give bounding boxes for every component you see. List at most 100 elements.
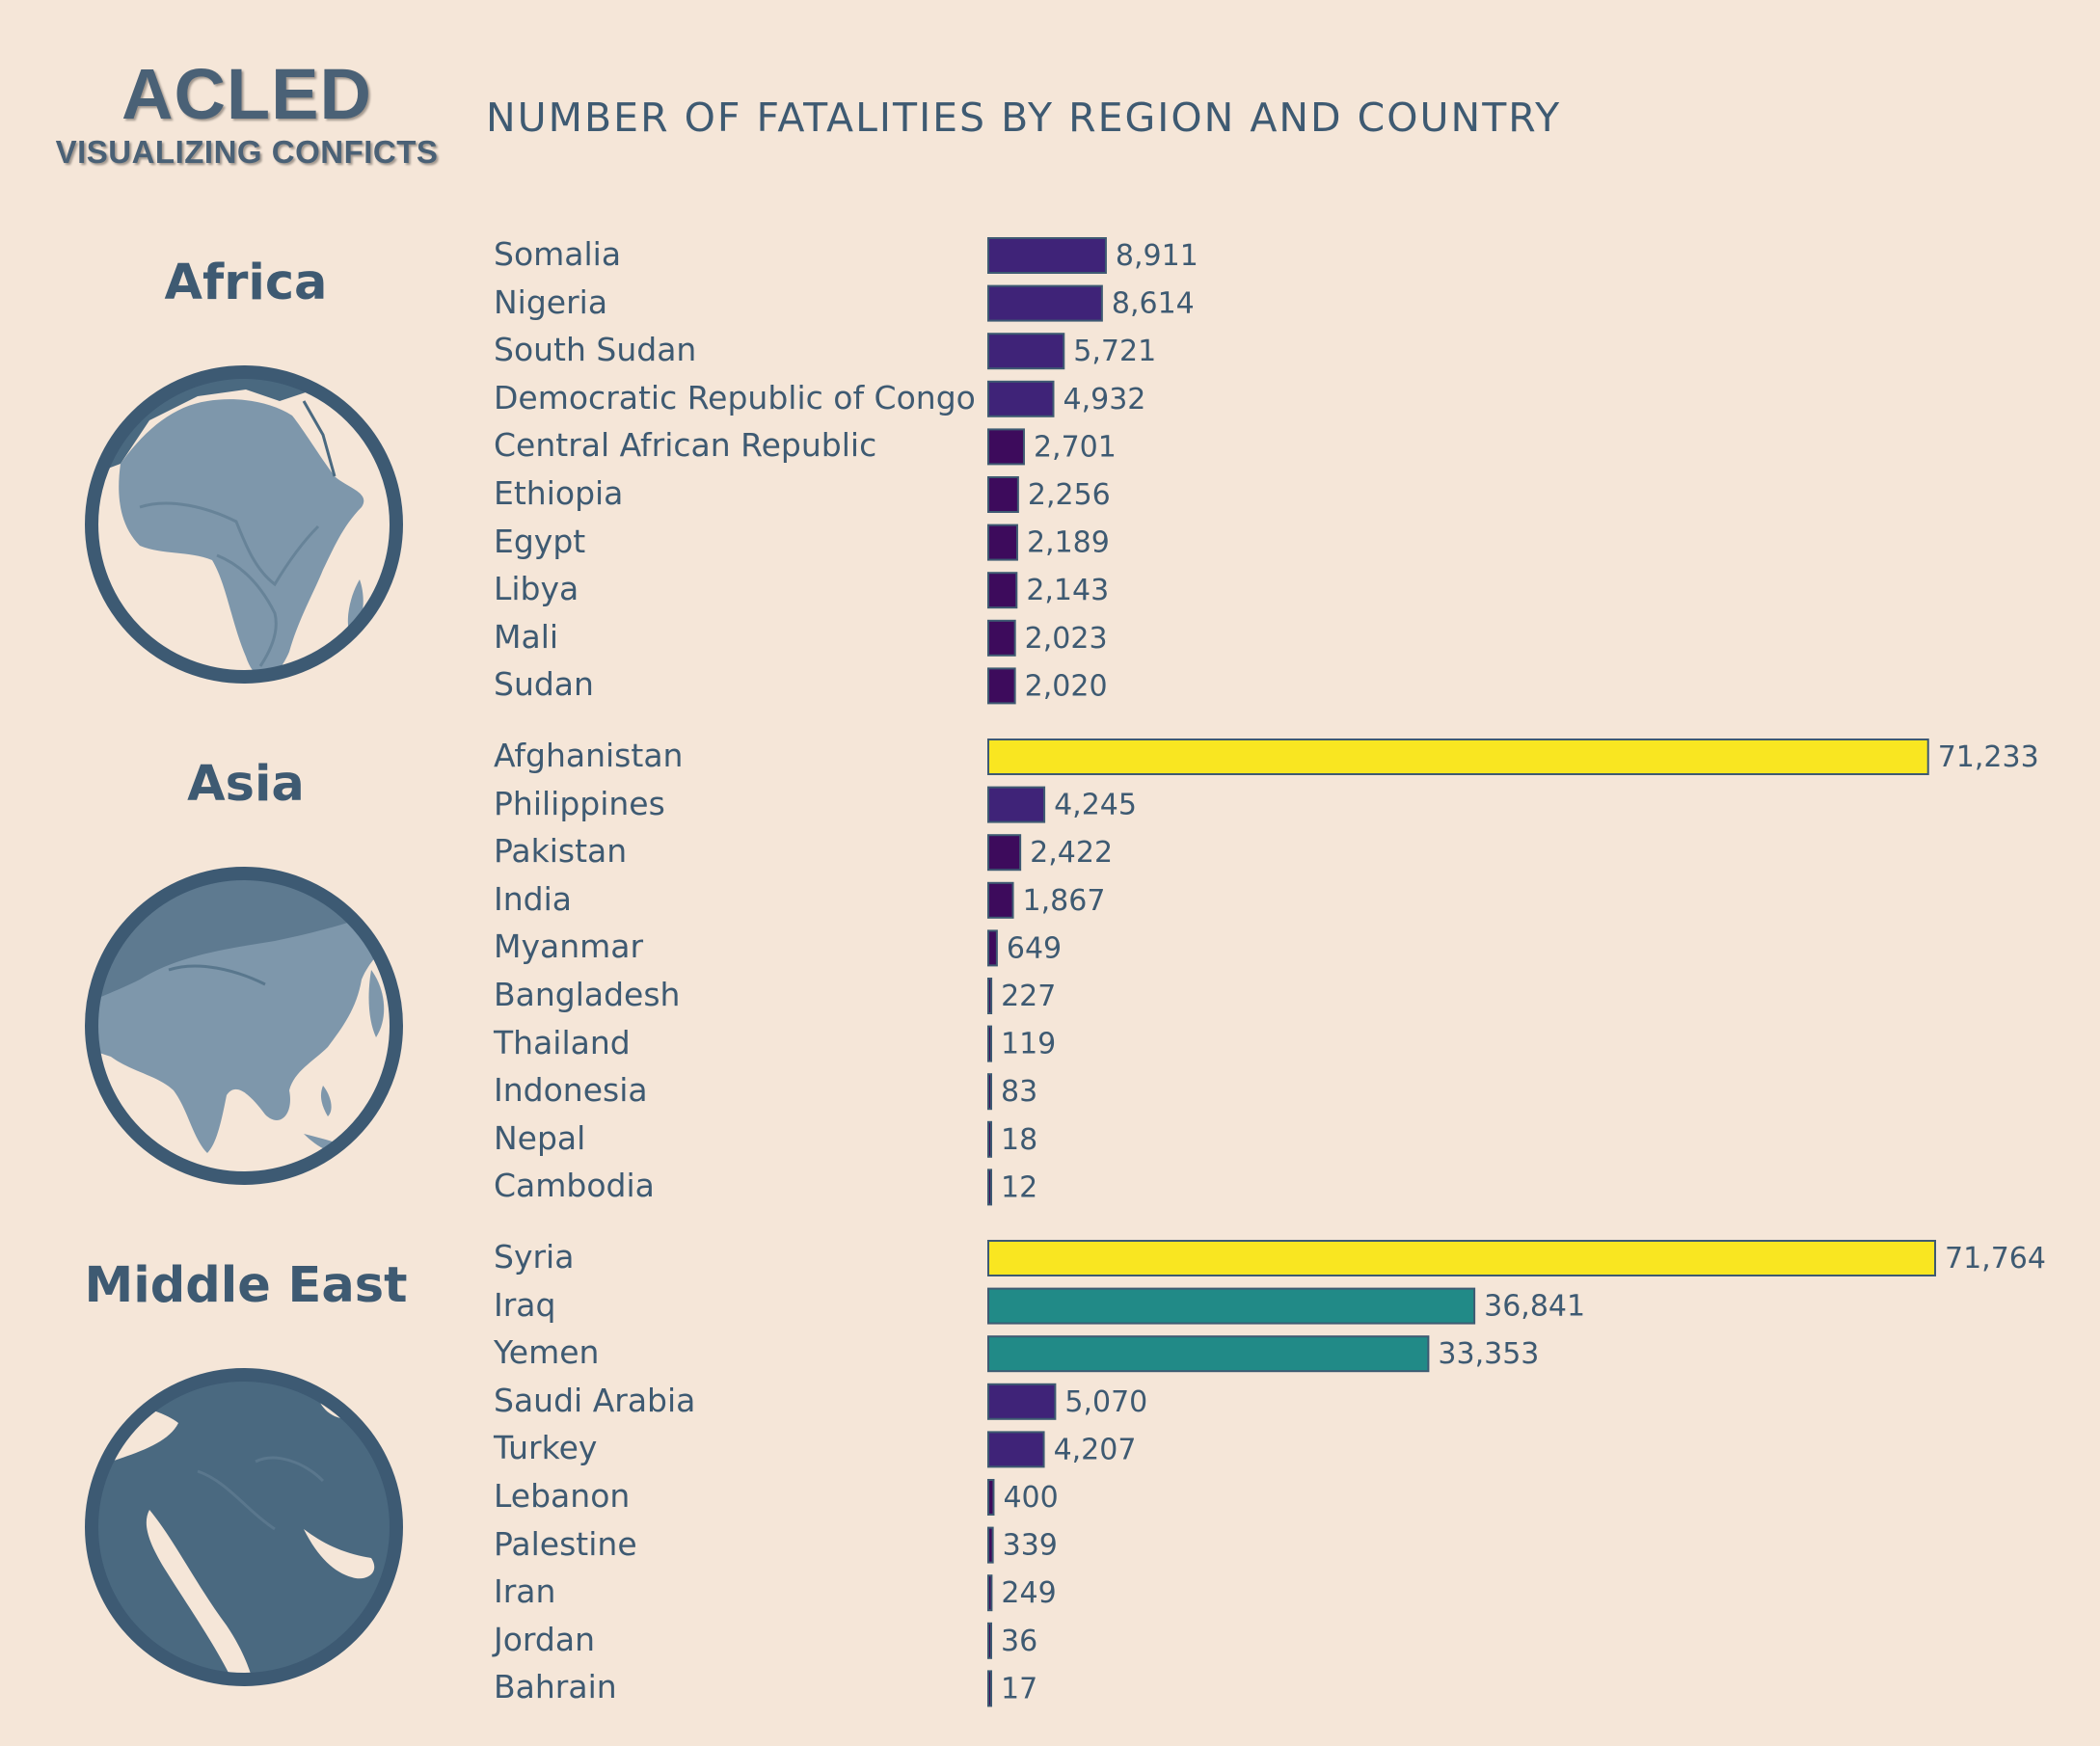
country-label-turkey: Turkey	[494, 1429, 598, 1467]
page-title: NUMBER OF FATALITIES BY REGION AND COUNT…	[486, 94, 1562, 141]
region-title-middle-east: Middle East	[84, 1257, 408, 1314]
bar-iran	[987, 1574, 993, 1612]
middle-east-globe-icon	[85, 1368, 403, 1686]
bar-democratic-republic-of-congo	[987, 380, 1055, 417]
bar-lebanon	[987, 1479, 995, 1516]
country-label-myanmar: Myanmar	[494, 927, 644, 966]
bar-afghanistan	[987, 739, 1929, 775]
value-label-iraq: 36,841	[1484, 1290, 1585, 1324]
asia-globe-icon	[85, 867, 403, 1185]
value-label-jordan: 36	[1001, 1625, 1037, 1658]
country-label-nepal: Nepal	[494, 1118, 586, 1157]
country-label-ethiopia: Ethiopia	[494, 474, 624, 512]
country-label-bangladesh: Bangladesh	[494, 976, 681, 1013]
country-label-syria: Syria	[494, 1238, 575, 1276]
bar-libya	[987, 572, 1018, 609]
country-label-lebanon: Lebanon	[494, 1477, 631, 1515]
value-label-nepal: 18	[1001, 1123, 1037, 1157]
country-label-bahrain: Bahrain	[494, 1668, 617, 1706]
value-label-central-african-republic: 2,701	[1034, 430, 1117, 464]
bar-jordan	[987, 1622, 992, 1659]
bar-cambodia	[987, 1168, 992, 1206]
bar-iraq	[987, 1287, 1476, 1325]
bar-thailand	[987, 1025, 992, 1062]
bar-syria	[987, 1240, 1936, 1276]
bar-somalia	[987, 237, 1107, 274]
country-label-jordan: Jordan	[494, 1620, 595, 1658]
country-label-democratic-republic-of-congo: Democratic Republic of Congo	[494, 378, 976, 416]
bar-central-african-republic	[987, 428, 1025, 466]
country-label-palestine: Palestine	[494, 1524, 637, 1563]
bar-indonesia	[987, 1073, 992, 1111]
value-label-philippines: 4,245	[1054, 789, 1137, 822]
bar-bangladesh	[987, 978, 993, 1014]
region-title-asia: Asia	[187, 756, 305, 813]
region-title-africa: Africa	[164, 255, 328, 311]
value-label-lebanon: 400	[1003, 1481, 1058, 1515]
logo-main-text: ACLED	[121, 54, 372, 134]
value-label-palestine: 339	[1003, 1529, 1058, 1563]
country-label-iran: Iran	[494, 1572, 556, 1611]
country-label-india: India	[494, 879, 572, 918]
bar-philippines	[987, 786, 1046, 823]
value-label-myanmar: 649	[1007, 931, 1062, 965]
country-label-iraq: Iraq	[494, 1285, 556, 1324]
country-label-indonesia: Indonesia	[494, 1071, 648, 1110]
bar-nepal	[987, 1120, 992, 1158]
country-label-libya: Libya	[494, 570, 579, 608]
country-label-thailand: Thailand	[494, 1023, 631, 1061]
value-label-yemen: 33,353	[1438, 1337, 1539, 1371]
value-label-thailand: 119	[1001, 1028, 1056, 1061]
bar-saudi-arabia	[987, 1383, 1057, 1420]
country-label-philippines: Philippines	[494, 784, 665, 822]
value-label-india: 1,867	[1023, 884, 1106, 918]
bar-egypt	[987, 524, 1018, 561]
value-label-bahrain: 17	[1001, 1672, 1037, 1706]
logo-sub-text: VISUALIZING CONFICTS	[55, 134, 439, 170]
bar-turkey	[987, 1431, 1045, 1468]
acled-logo: ACLED VISUALIZING CONFICTS	[44, 56, 449, 172]
bar-ethiopia	[987, 476, 1019, 513]
bar-yemen	[987, 1335, 1430, 1373]
value-label-south-sudan: 5,721	[1073, 335, 1156, 368]
bar-bahrain	[987, 1670, 992, 1707]
value-label-mali: 2,023	[1025, 622, 1108, 656]
value-label-sudan: 2,020	[1025, 669, 1108, 703]
country-label-sudan: Sudan	[494, 665, 594, 704]
country-label-egypt: Egypt	[494, 522, 586, 560]
africa-globe-icon	[85, 365, 403, 684]
value-label-egypt: 2,189	[1027, 526, 1110, 560]
bar-sudan	[987, 667, 1016, 705]
country-label-central-african-republic: Central African Republic	[494, 426, 877, 465]
value-label-somalia: 8,911	[1116, 239, 1198, 273]
country-label-pakistan: Pakistan	[494, 832, 628, 871]
value-label-pakistan: 2,422	[1030, 836, 1113, 870]
country-label-mali: Mali	[494, 617, 559, 656]
value-label-turkey: 4,207	[1054, 1433, 1137, 1466]
value-label-nigeria: 8,614	[1112, 287, 1195, 321]
value-label-democratic-republic-of-congo: 4,932	[1063, 383, 1145, 416]
country-label-somalia: Somalia	[494, 235, 622, 273]
bar-pakistan	[987, 834, 1022, 872]
country-label-afghanistan: Afghanistan	[494, 737, 684, 774]
bar-mali	[987, 619, 1016, 657]
value-label-indonesia: 83	[1001, 1075, 1037, 1109]
country-label-yemen: Yemen	[494, 1333, 600, 1372]
bar-india	[987, 881, 1014, 919]
country-label-saudi-arabia: Saudi Arabia	[494, 1381, 696, 1419]
value-label-ethiopia: 2,256	[1028, 478, 1111, 512]
value-label-libya: 2,143	[1026, 574, 1109, 607]
value-label-cambodia: 12	[1001, 1170, 1037, 1204]
bar-myanmar	[987, 929, 998, 967]
value-label-iran: 249	[1001, 1576, 1056, 1610]
value-label-saudi-arabia: 5,070	[1064, 1385, 1147, 1419]
country-label-cambodia: Cambodia	[494, 1167, 655, 1205]
bar-nigeria	[987, 284, 1103, 322]
value-label-afghanistan: 71,233	[1938, 740, 2039, 774]
country-label-nigeria: Nigeria	[494, 282, 608, 321]
value-label-bangladesh: 227	[1001, 980, 1056, 1013]
bar-south-sudan	[987, 333, 1065, 370]
bar-palestine	[987, 1526, 994, 1564]
country-label-south-sudan: South Sudan	[494, 331, 697, 369]
